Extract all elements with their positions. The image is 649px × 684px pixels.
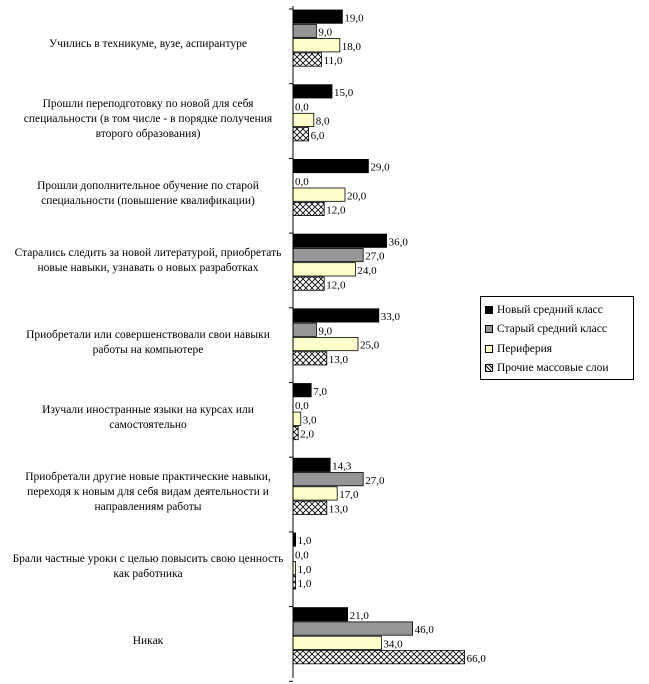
- category-label: Изучали иностранные языки на курсах или …: [42, 403, 254, 431]
- data-label: 17,0: [339, 489, 359, 501]
- bar: [292, 336, 359, 352]
- data-label: 9,0: [318, 325, 332, 337]
- data-label: 21,0: [350, 610, 370, 622]
- bar: [292, 322, 317, 337]
- category-label: Прошли дополнительное обучение по старой…: [37, 179, 259, 207]
- legend-swatch: [485, 325, 493, 334]
- legend-item: Новый средний класс: [485, 300, 633, 320]
- data-label: 9,0: [318, 27, 332, 39]
- legend-label: Периферия: [497, 342, 553, 355]
- data-label: 8,0: [316, 116, 330, 128]
- bar: [292, 650, 466, 665]
- data-label: 46,0: [415, 624, 435, 636]
- category-label: Старались следить за новой литературой, …: [14, 246, 282, 274]
- data-label: 29,0: [370, 162, 390, 174]
- bar: [292, 351, 328, 366]
- data-label: 1,0: [298, 564, 312, 576]
- data-label: 12,0: [326, 205, 346, 217]
- bar: [292, 84, 333, 99]
- data-label: 15,0: [334, 87, 354, 99]
- bar: [292, 425, 299, 441]
- data-label: 14,3: [332, 461, 352, 473]
- data-label: 27,0: [365, 475, 385, 487]
- data-label: 11,0: [324, 55, 343, 67]
- bar: [292, 23, 317, 38]
- bar: [292, 112, 315, 128]
- legend-label: Прочие массовые слои: [497, 362, 609, 375]
- bar: [292, 607, 348, 622]
- data-label: 25,0: [360, 340, 380, 352]
- bar: [292, 187, 346, 202]
- bar: [292, 276, 325, 291]
- bar: [292, 383, 312, 398]
- category-label: Приобретали или совершенствовали свои на…: [26, 329, 270, 357]
- bar: [292, 500, 328, 515]
- legend-swatch: [485, 344, 493, 353]
- data-label: 20,0: [347, 190, 367, 202]
- bar: [292, 233, 387, 248]
- bar: [292, 38, 341, 53]
- category-label: Брали частные уроки с целью повысить сво…: [12, 553, 284, 581]
- category-label: Приобретали другие новые практические на…: [25, 471, 271, 514]
- legend-swatch: [485, 364, 493, 373]
- bar: [292, 201, 325, 217]
- legend-swatch: [485, 305, 493, 314]
- category-label: Никак: [132, 635, 164, 648]
- data-label: 1,0: [298, 578, 312, 590]
- data-label: 7,0: [313, 386, 327, 398]
- data-label: 19,0: [344, 12, 364, 24]
- bar: [292, 486, 338, 501]
- category-label: Учились в техникуме, вузе, аспирантуре: [49, 37, 247, 50]
- data-label: 0,0: [295, 550, 309, 562]
- bar: [292, 158, 369, 174]
- bar: [292, 9, 343, 24]
- bar: [292, 411, 302, 426]
- legend-item: Периферия: [485, 339, 633, 359]
- bar: [292, 308, 380, 323]
- data-label: 0,0: [295, 101, 309, 113]
- data-label: 12,0: [326, 279, 346, 291]
- data-label: 36,0: [389, 236, 409, 248]
- category-label: Прошли переподготовку по новой для себя …: [23, 97, 273, 140]
- legend-label: Старый средний класс: [497, 323, 607, 336]
- legend-item: Прочие массовые слои: [485, 359, 633, 379]
- data-label: 1,0: [298, 535, 312, 547]
- data-label: 6,0: [311, 130, 325, 142]
- bar: [292, 262, 356, 277]
- data-label: 33,0: [381, 311, 401, 323]
- legend-label: Новый средний класс: [497, 303, 603, 316]
- data-label: 3,0: [303, 414, 317, 426]
- data-label: 2,0: [300, 429, 314, 441]
- bar: [292, 635, 382, 650]
- data-label: 0,0: [295, 176, 309, 188]
- data-label: 66,0: [467, 653, 487, 665]
- legend-item: Старый средний класс: [485, 320, 633, 340]
- bar: [292, 247, 364, 263]
- data-label: 24,0: [357, 265, 377, 277]
- data-label: 27,0: [365, 251, 385, 263]
- bar: [292, 472, 364, 487]
- data-label: 13,0: [329, 503, 349, 515]
- bar: [292, 127, 310, 142]
- data-label: 0,0: [295, 400, 309, 412]
- bar: [292, 621, 413, 636]
- data-label: 18,0: [342, 41, 362, 53]
- data-label: 34,0: [383, 639, 403, 651]
- bar: [292, 457, 331, 472]
- data-label: 13,0: [329, 354, 349, 366]
- bar: [292, 52, 323, 67]
- legend: Новый средний класс Старый средний класс…: [480, 296, 634, 380]
